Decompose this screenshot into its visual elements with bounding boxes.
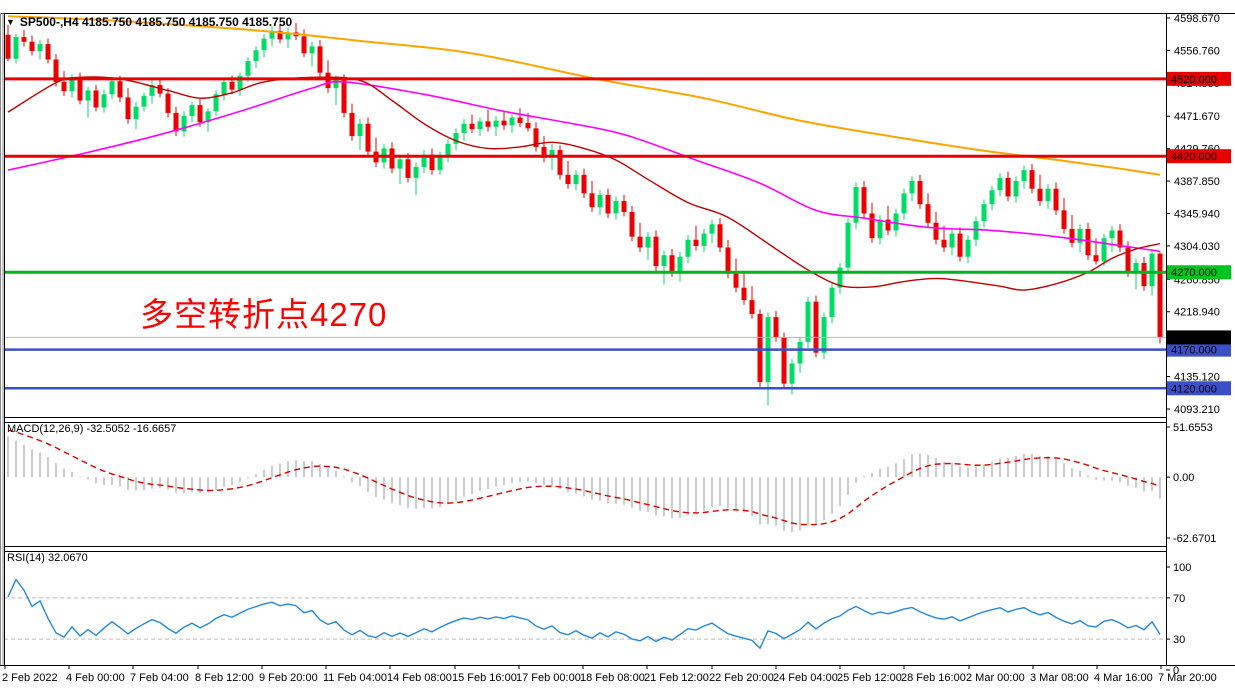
time-tick-label: 11 Feb 04:00: [323, 672, 387, 684]
rsi-panel: [4, 578, 1166, 650]
svg-text:4185.750: 4185.750: [1171, 332, 1217, 344]
ma-mid-magenta-line: [7, 80, 1161, 253]
main-price-panel: [4, 15, 1166, 406]
macd-tick-label: 51.6553: [1173, 422, 1213, 434]
rsi-tick-label: 30: [1173, 634, 1185, 646]
price-badge-4170.000: 4170.000: [1167, 342, 1231, 357]
time-tick-label: 21 Feb 12:00: [644, 672, 709, 684]
time-tick-label: 14 Feb 08:00: [387, 672, 452, 684]
time-tick-label: 24 Feb 04:00: [773, 672, 838, 684]
time-tick-label: 9 Feb 20:00: [259, 672, 318, 684]
price-tick-label: 4387.850: [1174, 176, 1220, 188]
macd-tick-label: 0.00: [1173, 472, 1194, 484]
time-tick-label: 18 Feb 08:00: [580, 672, 645, 684]
time-axis[interactable]: 2 Feb 2022 4 Feb 00:00 7 Feb 04:00 8 Feb 12…: [0, 665, 1235, 691]
price-badge-4420.000: 4420.000: [1167, 149, 1231, 164]
ma-fast-red-line: [7, 76, 1161, 291]
macd-indicator-label: MACD(12,26,9) -32.5052 -16.6657: [7, 423, 177, 435]
price-badge-4270.000: 4270.000: [1167, 265, 1231, 280]
time-tick-label: 2 Mar 00:00: [966, 672, 1025, 684]
macd-signal-line: [7, 429, 1161, 526]
svg-text:4170.000: 4170.000: [1171, 345, 1217, 357]
macd-tick-label: -62.6701: [1173, 533, 1216, 545]
macd-panel: [7, 429, 1161, 533]
rsi-tick-label: 0: [1173, 665, 1179, 677]
time-tick-label: 4 Feb 00:00: [66, 672, 125, 684]
price-tick-label: 4598.670: [1174, 13, 1220, 25]
time-tick-label: 17 Feb 00:00: [516, 672, 581, 684]
time-tick-label: 7 Feb 04:00: [130, 672, 189, 684]
price-tick-label: 4556.760: [1174, 45, 1220, 57]
time-tick-label: 4 Mar 16:00: [1094, 672, 1153, 684]
level-lines: [4, 77, 1166, 390]
price-tick-label: 4093.210: [1174, 404, 1220, 416]
price-badge-4520.000: 4520.000: [1167, 71, 1231, 86]
rsi-tick-label: 70: [1173, 593, 1185, 605]
time-tick-label: 8 Feb 12:00: [195, 672, 254, 684]
time-tick-label: 15 Feb 16:00: [452, 672, 517, 684]
price-tick-label: 4304.030: [1174, 241, 1220, 253]
time-tick-label: 3 Mar 08:00: [1030, 672, 1089, 684]
svg-text:4520.000: 4520.000: [1171, 74, 1217, 86]
price-tick-label: 4471.670: [1174, 111, 1220, 123]
chart-title-text: SP500-,H4 4185.750 4185.750 4185.750 418…: [19, 15, 293, 29]
symbol-dropdown-icon[interactable]: ▼: [6, 16, 15, 27]
svg-text:4120.000: 4120.000: [1171, 383, 1217, 395]
price-axis[interactable]: 4598.6704556.7604514.8504471.6704429.760…: [1166, 13, 1235, 677]
time-tick-label: 22 Feb 20:00: [709, 672, 774, 684]
price-tick-label: 4345.940: [1174, 209, 1220, 221]
svg-text:4270.000: 4270.000: [1171, 267, 1217, 279]
panel-borders: [0, 13, 1235, 666]
rsi-indicator-label: RSI(14) 32.0670: [7, 552, 88, 564]
price-tick-label: 4135.120: [1174, 372, 1220, 384]
price-badge-4120.000: 4120.000: [1167, 381, 1231, 396]
trendpoint-annotation[interactable]: 多空转折点4270: [140, 296, 388, 333]
current-price-badge: 4185.750: [1167, 330, 1231, 345]
time-tick-label: 25 Feb 12:00: [837, 672, 902, 684]
chart-title-bar: ▼ SP500-,H4 4185.750 4185.750 4185.750 4…: [6, 15, 292, 29]
rsi-line: [7, 578, 1161, 650]
time-tick-label: 7 Mar 20:00: [1158, 672, 1217, 684]
price-tick-label: 4218.940: [1174, 307, 1220, 319]
time-tick-label: 2 Feb 2022: [2, 672, 58, 684]
time-tick-label: 28 Feb 16:00: [901, 672, 966, 684]
svg-text:4420.000: 4420.000: [1171, 151, 1217, 163]
rsi-tick-label: 100: [1173, 562, 1191, 574]
